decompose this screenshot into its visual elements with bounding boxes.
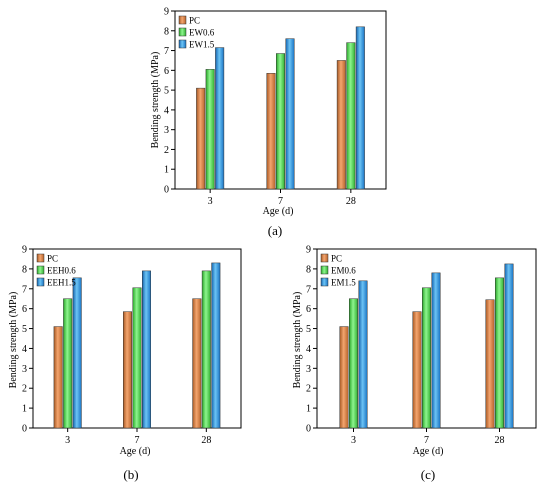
y-axis-label: Bending strength (MPa)	[8, 292, 19, 389]
bar-pc-28	[336, 60, 346, 190]
y-tick-label: 4	[22, 344, 27, 355]
x-tick-label: 7	[424, 435, 429, 446]
bar-pc-3	[339, 326, 349, 429]
x-tick-label: 7	[278, 196, 283, 207]
chart-panel-a: Bending strength (MPa) Age (d) (a) 0 1 2 3 4…	[150, 7, 387, 238]
bar-ew0-6-28	[346, 42, 356, 190]
legend-swatch	[178, 39, 187, 49]
legend-label: EM1.5	[331, 278, 356, 288]
y-tick-label: 1	[164, 165, 169, 176]
bar-ew1-5-7	[285, 38, 295, 190]
y-tick-label: 7	[306, 284, 311, 295]
x-tick-label: 28	[495, 435, 505, 446]
y-tick-label: 0	[306, 424, 311, 435]
x-axis-label: Age (d)	[120, 446, 151, 457]
bar-em0-6-7	[422, 287, 431, 429]
y-tick-label: 9	[164, 7, 169, 18]
bar-eeh1-5-7	[142, 270, 151, 429]
bar-eeh0-6-28	[201, 270, 211, 429]
x-tick-label: 3	[65, 435, 70, 446]
y-tick-label: 8	[306, 264, 311, 275]
legend-swatch	[36, 253, 45, 263]
legend-swatch	[320, 265, 329, 275]
bar-em0-6-28	[495, 277, 504, 429]
panel-caption: (a)	[268, 223, 282, 238]
y-tick-label: 3	[164, 125, 169, 136]
legend-label: PC	[189, 16, 200, 26]
legend-swatch	[178, 27, 187, 37]
y-tick-label: 0	[164, 185, 169, 196]
legend-label: EW0.6	[189, 28, 215, 38]
bar-eeh1-5-28	[211, 262, 221, 429]
legend-label: EEH0.6	[47, 266, 76, 276]
y-tick-label: 3	[22, 364, 27, 375]
x-tick-label: 28	[346, 196, 356, 207]
y-tick-label: 5	[306, 324, 311, 335]
y-tick-label: 4	[306, 344, 311, 355]
bar-pc-28	[192, 298, 202, 429]
chart-panel-b: Bending strength (MPa) Age (d) (b) 0 1 2 3 4…	[8, 245, 242, 482]
y-tick-label: 0	[22, 424, 27, 435]
y-tick-label: 9	[22, 245, 27, 256]
y-tick-label: 5	[164, 86, 169, 97]
bar-eeh0-6-7	[132, 287, 142, 429]
legend-label: EM0.6	[331, 266, 356, 276]
legend-swatch	[178, 15, 187, 25]
x-tick-label: 28	[201, 435, 211, 446]
bar-pc-7	[266, 73, 276, 190]
bar-ew0-6-7	[276, 53, 285, 190]
y-tick-label: 4	[164, 105, 169, 116]
y-tick-label: 2	[306, 384, 311, 395]
y-tick-label: 6	[306, 304, 311, 315]
y-axis-label: Bending strength (MPa)	[150, 52, 161, 149]
y-tick-label: 6	[164, 66, 169, 77]
bar-em1-5-3	[358, 280, 368, 429]
bar-eeh1-5-3	[72, 277, 82, 429]
bar-pc-28	[485, 299, 495, 429]
bar-ew0-6-3	[205, 69, 215, 190]
y-tick-label: 5	[22, 324, 27, 335]
legend-swatch	[320, 277, 329, 287]
x-axis-label: Age (d)	[413, 446, 444, 457]
bar-eeh0-6-3	[63, 298, 73, 429]
legend-swatch	[36, 277, 45, 287]
y-tick-label: 6	[22, 304, 27, 315]
bar-pc-3	[196, 87, 206, 190]
x-tick-label: 3	[351, 435, 356, 446]
x-tick-label: 3	[208, 196, 213, 207]
y-tick-label: 7	[22, 284, 27, 295]
y-tick-label: 1	[22, 404, 27, 415]
legend-swatch	[320, 253, 329, 263]
legend-label: EEH1.5	[47, 278, 76, 288]
bar-em1-5-28	[504, 263, 514, 429]
x-axis-label: Age (d)	[263, 206, 294, 217]
y-tick-label: 2	[22, 384, 27, 395]
legend-label: PC	[331, 254, 342, 264]
bar-em1-5-7	[431, 272, 441, 429]
chart-panel-c: Bending strength (MPa) Age (d) (c) 0 1 2 3 4…	[292, 245, 537, 482]
bar-pc-7	[123, 311, 132, 429]
bar-ew1-5-28	[355, 26, 365, 190]
panel-caption: (b)	[123, 467, 138, 482]
bar-ew1-5-3	[215, 47, 225, 190]
bar-em0-6-3	[349, 298, 358, 429]
y-axis-label: Bending strength (MPa)	[292, 292, 303, 389]
bar-pc-7	[412, 311, 422, 429]
y-tick-label: 9	[306, 245, 311, 256]
legend-label: EW1.5	[189, 40, 215, 50]
bar-pc-3	[53, 326, 63, 429]
y-tick-label: 7	[164, 46, 169, 57]
panel-caption: (c)	[421, 467, 435, 482]
y-tick-label: 2	[164, 145, 169, 156]
y-tick-label: 8	[164, 26, 169, 37]
y-tick-label: 1	[306, 404, 311, 415]
y-tick-label: 3	[306, 364, 311, 375]
legend-label: PC	[47, 254, 58, 264]
x-tick-label: 7	[135, 435, 140, 446]
legend-swatch	[36, 265, 45, 275]
y-tick-label: 8	[22, 264, 27, 275]
